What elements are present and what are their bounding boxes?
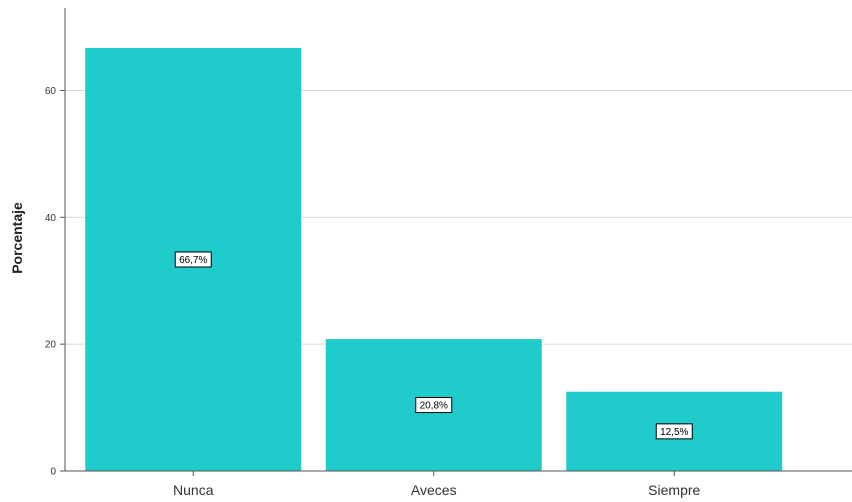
y-axis-ticks: 0 20 40 60 <box>45 86 65 478</box>
data-labels: 66,7% 20,8% 12,5% <box>174 251 693 440</box>
data-label-box-siempre <box>655 423 693 440</box>
data-label-text-aveces: 20,8% <box>420 401 448 412</box>
data-label-aveces: 20,8% <box>415 397 453 414</box>
data-label-nunca: 66,7% <box>174 251 212 268</box>
data-label-siempre: 12,5% <box>655 423 693 440</box>
x-axis-categories: Nunca Aveces Siempre <box>173 471 701 498</box>
x-category-label-siempre: Siempre <box>648 482 700 498</box>
data-label-box-nunca <box>174 251 212 268</box>
y-axis-title: Porcentaje <box>9 202 25 274</box>
x-category-label-aveces: Aveces <box>411 482 457 498</box>
y-tick-label-20: 20 <box>45 340 57 351</box>
data-label-text-siempre: 12,5% <box>660 427 688 438</box>
y-tick-label-0: 0 <box>50 467 56 478</box>
y-tick-label-60: 60 <box>45 86 57 97</box>
x-category-label-nunca: Nunca <box>173 482 214 498</box>
data-label-box-aveces <box>415 397 453 414</box>
axes <box>64 8 852 472</box>
y-tick-label-40: 40 <box>45 213 57 224</box>
data-label-text-nunca: 66,7% <box>179 255 207 266</box>
